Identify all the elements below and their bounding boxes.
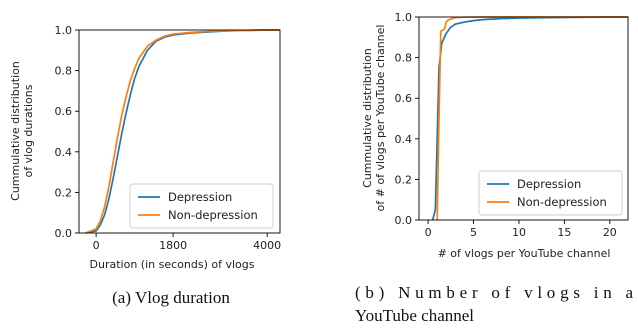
panel-b-xlabel: # of vlogs per YouTube channel [438, 247, 611, 260]
panel-a-ylabel-line2: of vlog durations [22, 84, 35, 177]
panel-a-plot: 0.0 0.2 0.4 0.6 0.8 1.0 0 1800 4000 Depression Non… [55, 24, 282, 252]
panel-a: Cummulative distribution of vlog duratio… [9, 24, 281, 271]
caption-b-line1: (b) Number of vlogs in a [355, 283, 633, 302]
panel-b-xtick-label: 15 [557, 226, 571, 239]
panel-a-ytick-label: 0.4 [55, 146, 73, 159]
panel-b-ytick-label: 1.0 [395, 11, 413, 24]
panel-b-ytick-label: 0.8 [395, 52, 413, 65]
panel-b-ylabel-line1: Cummulative distribution [361, 48, 374, 188]
panel-a-ytick-label: 0.0 [55, 227, 73, 240]
panel-a-axes-frame [78, 29, 281, 234]
panel-b-legend: Depression Non-depression [478, 170, 623, 216]
panel-b-legend-label: Depression [517, 177, 581, 191]
panel-a-xlabel: Duration (in seconds) of vlogs [90, 258, 255, 271]
panel-a-ytick-label: 0.6 [55, 105, 73, 118]
panel-a-ylabel-line1: Cummulative distribution [9, 61, 22, 201]
panel-b-ytick-label: 0.2 [395, 173, 413, 186]
panel-b: Cummulative distribution of # of vlogs p… [361, 11, 629, 260]
panel-a-ytick-label: 0.2 [55, 186, 73, 199]
caption-a: (a) Vlog duration [112, 288, 230, 307]
panel-b-ylabel-line2: of # of vlogs per YouTube channel [374, 25, 387, 212]
caption-b-line2: YouTube channel [355, 306, 474, 325]
panel-b-ytick-label: 0.0 [395, 214, 413, 227]
panel-a-xtick-label: 1800 [159, 239, 187, 252]
panel-a-ylabel: Cummulative distribution of vlog duratio… [9, 61, 35, 201]
panel-b-axes-frame [418, 16, 629, 221]
panel-b-xtick-label: 0 [425, 226, 432, 239]
panel-b-xtick-label: 20 [603, 226, 617, 239]
panel-b-legend-label: Non-depression [517, 195, 607, 209]
panel-a-xtick-label: 0 [93, 239, 100, 252]
panel-a-series-non-depression-line [85, 29, 280, 234]
panel-b-ytick-label: 0.6 [395, 92, 413, 105]
panel-a-ytick-label: 0.8 [55, 65, 73, 78]
panel-b-ytick-label: 0.4 [395, 133, 413, 146]
panel-a-xtick-label: 4000 [253, 239, 281, 252]
panel-a-ytick-label: 1.0 [55, 24, 73, 37]
panel-b-xtick-label: 5 [470, 226, 477, 239]
panel-b-xtick-label: 10 [512, 226, 526, 239]
panel-b-plot: 0.0 0.2 0.4 0.6 0.8 1.0 0 5 10 15 20 Depression Non-… [395, 11, 629, 239]
panel-a-legend-label: Depression [168, 190, 232, 204]
panel-a-legend-label: Non-depression [168, 208, 258, 222]
panel-a-legend: Depression Non-depression [129, 183, 274, 229]
